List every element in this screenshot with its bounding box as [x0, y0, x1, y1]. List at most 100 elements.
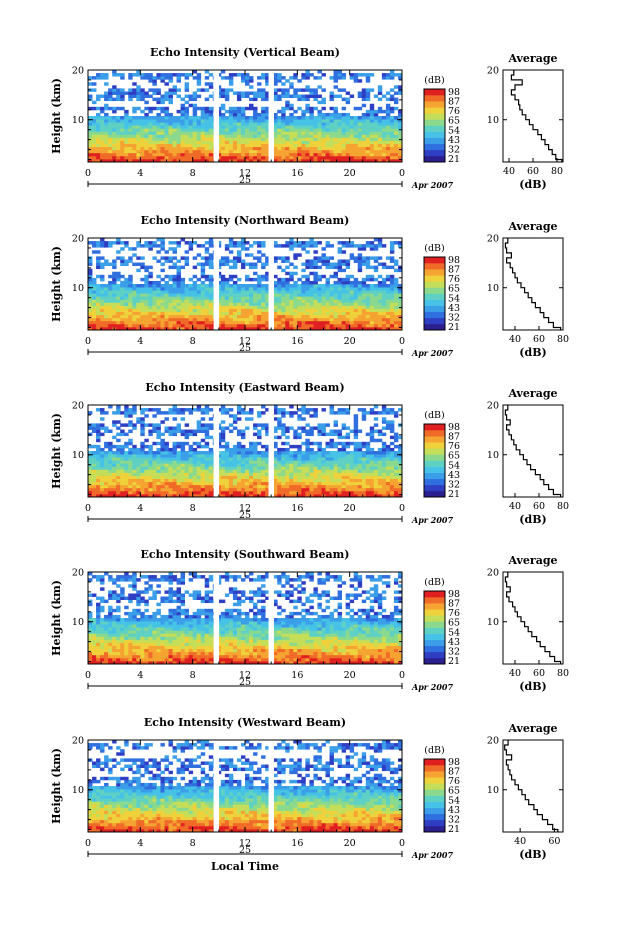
heatmap-cell [297, 131, 302, 135]
heatmap-cell [277, 481, 282, 486]
heatmap-cell [216, 317, 222, 322]
heatmap-cell [96, 265, 101, 270]
heatmap-cell [220, 143, 226, 148]
heatmap-cell [253, 432, 258, 437]
heatmap-cell [180, 128, 186, 132]
heatmap-cell [281, 487, 286, 492]
heatmap-cell [164, 155, 169, 160]
heatmap-cell [245, 79, 250, 83]
heatmap-cell [160, 256, 165, 260]
heatmap-cell [160, 131, 165, 135]
heatmap-cell [349, 116, 355, 120]
heatmap-cell [92, 429, 97, 433]
heatmap-cell [265, 314, 270, 319]
heatmap-cell [253, 326, 258, 331]
heatmap-cell [265, 76, 270, 80]
heatmap-cell [273, 137, 278, 141]
heatmap-cell [184, 140, 190, 144]
heatmap-cell [257, 296, 262, 300]
heatmap-cell [176, 134, 181, 138]
heatmap-cell [140, 277, 145, 282]
heatmap-cell [144, 125, 149, 129]
heatmap-cell [329, 287, 334, 291]
heatmap-cell [333, 432, 338, 437]
heatmap-cell [164, 487, 169, 492]
heatmap-cell [100, 116, 105, 120]
heatmap-cell [293, 134, 298, 138]
heatmap-cell [273, 314, 278, 319]
heatmap-cell [305, 131, 310, 135]
heatmap-cell [156, 128, 161, 132]
heatmap-cell [116, 475, 121, 479]
heatmap-cell [257, 290, 262, 294]
heatmap-cell [228, 143, 234, 148]
heatmap-cell [293, 314, 298, 319]
heatmap-cell [176, 469, 181, 473]
heatmap-cell [120, 88, 125, 92]
heatmap-cell [353, 137, 359, 141]
heatmap-cell [200, 134, 206, 138]
heatmap-cell [321, 463, 326, 467]
heatmap-cell [132, 82, 137, 86]
heatmap-cell [281, 290, 286, 294]
heatmap-cell [140, 128, 145, 132]
heatmap-cell [337, 112, 343, 117]
heatmap-cell [208, 323, 214, 328]
heatmap-cell [385, 158, 391, 163]
heatmap-cell [385, 128, 391, 132]
heatmap-cell [228, 119, 234, 123]
heatmap-cell [148, 73, 153, 77]
heatmap-cell [321, 320, 326, 325]
heatmap-cell [216, 140, 222, 144]
heatmap-cell [277, 469, 282, 473]
colorbar-swatch [424, 125, 445, 132]
heatmap-cell [140, 420, 145, 424]
heatmap-cell [289, 487, 294, 492]
heatmap-cell [100, 487, 105, 492]
heatmap-cell [249, 308, 254, 312]
heatmap-cell [92, 152, 97, 157]
heatmap-cell [96, 140, 101, 144]
heatmap-cell [309, 323, 314, 328]
month-label: Apr 2007 [411, 180, 454, 190]
heatmap-cell [232, 146, 238, 151]
heatmap-cell [120, 429, 125, 433]
heatmap-cell [345, 293, 351, 297]
heatmap-cell [353, 314, 359, 319]
heatmap-cell [196, 444, 202, 449]
heatmap-cell [128, 460, 133, 464]
heatmap-cell [104, 426, 109, 430]
heatmap-cell [208, 475, 214, 479]
heatmap-cell [192, 140, 198, 144]
heatmap-cell [148, 466, 153, 470]
heatmap-cell [88, 411, 93, 415]
heatmap-cell [128, 149, 133, 154]
heatmap-cell [192, 493, 198, 498]
heatmap-cell [393, 287, 399, 291]
heatmap-cell [321, 119, 326, 123]
heatmap-cell [361, 290, 367, 294]
heatmap-cell [148, 308, 153, 312]
heatmap-cell [172, 146, 177, 151]
heatmap-cell [132, 299, 137, 303]
heatmap-cell [104, 91, 109, 95]
heatmap-cell [321, 106, 326, 111]
heatmap-cell [120, 73, 125, 77]
heatmap-cell [361, 94, 367, 98]
heatmap-cell [265, 472, 270, 476]
heatmap-cell [333, 274, 338, 279]
heatmap-cell [100, 478, 105, 483]
heatmap-cell [172, 284, 177, 288]
heatmap-cell [124, 305, 129, 309]
heatmap-cell [184, 490, 190, 495]
heatmap-cell [204, 146, 210, 151]
heatmap-cell [100, 152, 105, 157]
heatmap-cell [313, 134, 318, 138]
heatmap-cell [204, 241, 210, 245]
heatmap-cell [228, 423, 234, 427]
heatmap-cell [240, 472, 246, 476]
heatmap-cell [321, 469, 326, 473]
heatmap-cell [176, 290, 181, 294]
heatmap-cell [381, 73, 387, 77]
heatmap-cell [104, 463, 109, 467]
